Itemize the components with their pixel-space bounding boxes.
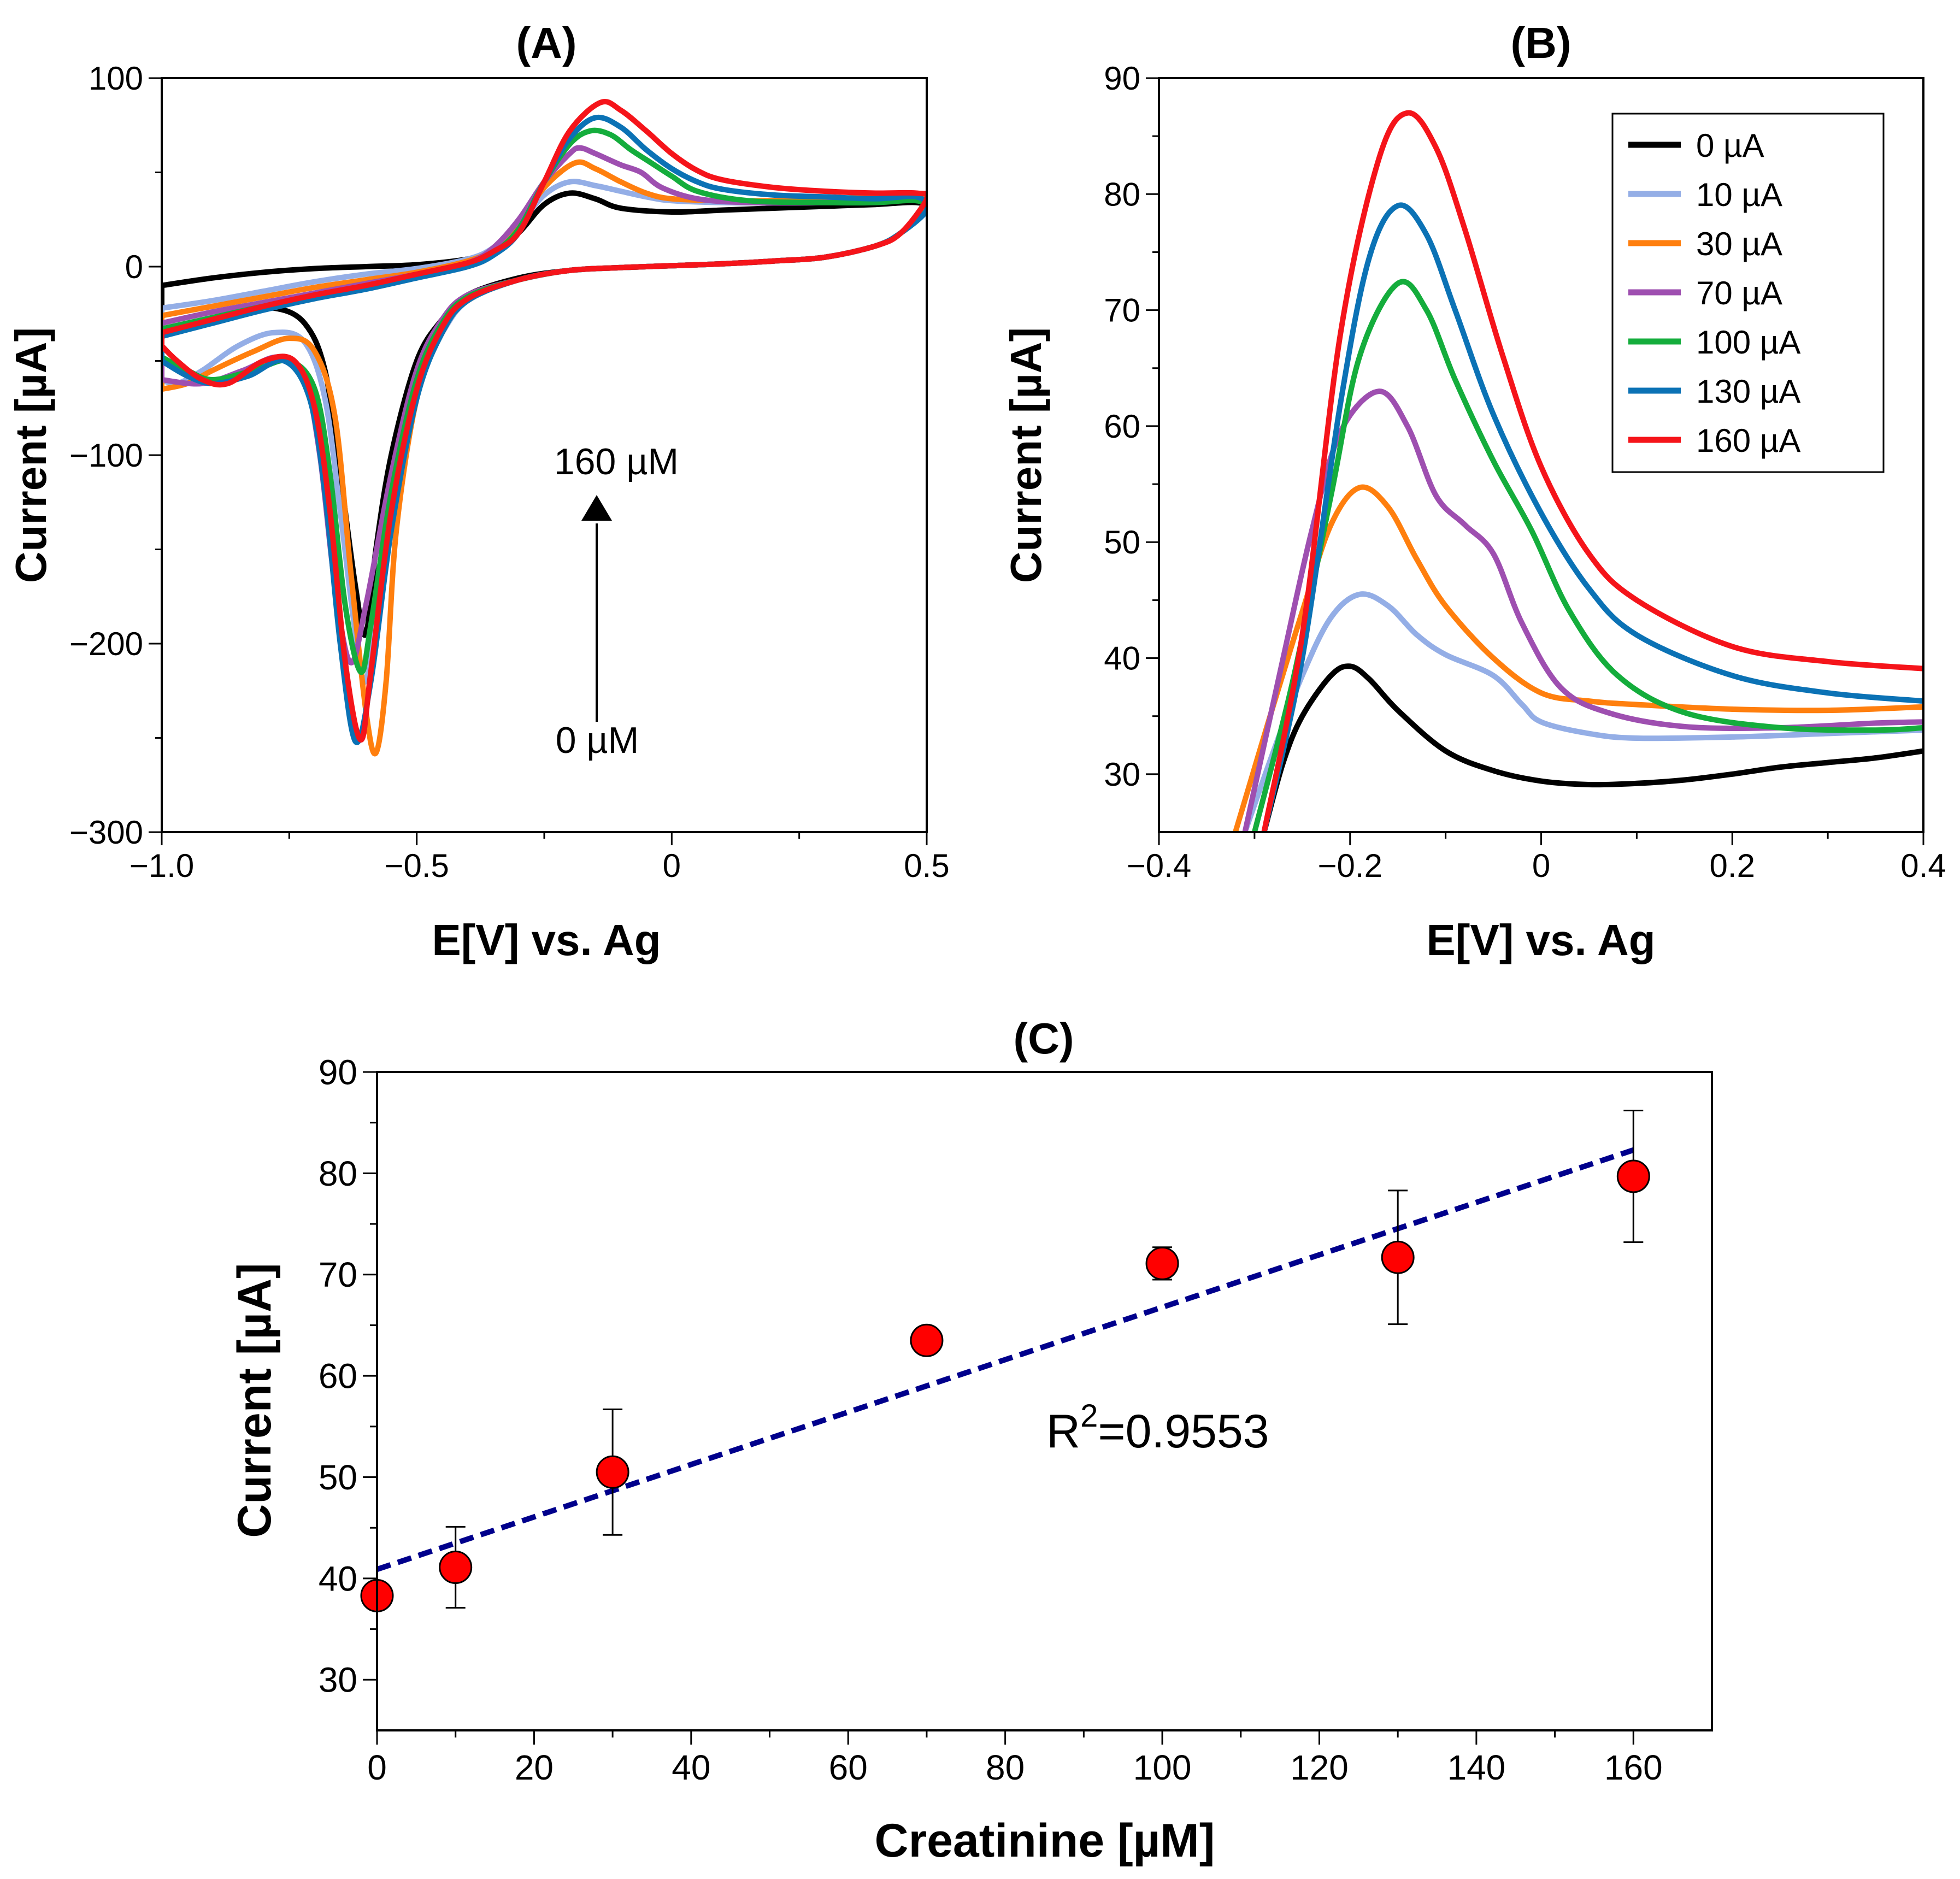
panel-c-axes: 0 20 40 60 80 100 120 140 160 30 40 50 60 70 80 90 [319,1052,1663,1787]
legend-label: 30 µA [1696,226,1782,262]
panel-c-xtick-label: 120 [1290,1748,1349,1787]
data-point [910,1323,944,1357]
panel-a-annotation-bottom: 0 µM [556,720,639,761]
panel-c-ytick-label: 70 [319,1255,357,1294]
panel-b-ytick-label: 30 [1104,756,1140,793]
legend-label: 0 µA [1696,127,1764,164]
data-point [439,1551,473,1585]
panel-a-curves [162,99,927,757]
panel-c: (C) 0 20 40 60 80 100 120 140 16030405060708090 … [228,1014,1713,1867]
cv-curve-70um [162,145,927,665]
legend-label: 70 µA [1696,275,1782,311]
panel-b-xtick-label: −0.2 [1318,847,1382,884]
panel-c-plot [360,1109,1650,1612]
panel-b: (B) −0.4 −0.2 0 0.2 0.4 30 40 50 60 70 80 90 E[V] v… [1002,19,1946,964]
panel-c-ytick-label: 50 [319,1458,357,1497]
dpv-curve-0 [1261,663,1924,833]
panel-b-ytick-label: 80 [1104,176,1140,213]
panel-c-ytick-label: 60 [319,1357,357,1396]
cv-curve-30um [162,159,927,757]
panel-b-xtick-label: 0.2 [1710,847,1755,884]
dpv-curve-100 [1252,279,1924,833]
panel-c-ytick-label: 90 [319,1052,357,1092]
dpv-curve-30 [1233,484,1924,833]
panel-b-legend: 0 µA 10 µA 30 µA 70 µA 100 µA 130 µA 160 µA [1611,113,1885,473]
panel-a-xtick-label: −1.0 [130,847,194,884]
panel-a-ytick-label: −100 [69,437,143,474]
panel-b-xlabel: E[V] vs. Ag [1426,916,1655,964]
panel-c-ytick-label: 40 [319,1559,357,1598]
panel-c-xtick-label: 80 [986,1748,1025,1787]
panel-c-ylabel: Current [µA] [228,1263,281,1538]
linear-fit-line [376,1147,1634,1572]
panel-a-xtick-label: −0.5 [384,847,449,884]
dpv-curve-10 [1242,591,1924,833]
panel-b-xtick-label: −0.4 [1127,847,1191,884]
panel-a-axes: −1.0 −0.5 0 0.5 −300 −200 −100 0 100 [69,60,950,884]
r2-prefix: R [1046,1405,1080,1458]
panel-a-arrow-head [581,495,612,521]
panel-a: (A) −1.0 −0.5 0 0.5 −300 −200 −100 0 100 E[V] vs… [7,19,950,964]
panel-a-annotation-top: 160 µM [554,441,679,482]
legend-label: 130 µA [1696,373,1800,410]
panel-c-title: (C) [1013,1014,1074,1063]
r2-value: =0.9553 [1098,1405,1269,1458]
dpv-curve-130 [1261,202,1924,833]
cv-curve-160um [162,99,927,743]
panel-a-xtick-label: 0 [663,847,681,884]
cv-curve-130um [162,114,927,745]
panel-a-ytick-label: −300 [69,814,143,851]
panel-b-ytick-label: 50 [1104,524,1140,561]
panel-b-ytick-label: 70 [1104,292,1140,329]
panel-c-xtick-label: 20 [515,1748,554,1787]
panel-b-axes: −0.4 −0.2 0 0.2 0.4 30 40 50 60 70 80 90 [1104,60,1946,884]
panel-b-xtick-label: 0.4 [1900,847,1946,884]
panel-a-title: (A) [516,19,576,67]
panel-b-curves [1233,110,1924,833]
data-point [1616,1159,1650,1193]
legend-label: 160 µA [1696,422,1800,459]
legend-label: 10 µA [1696,176,1782,213]
panel-c-xtick-label: 0 [367,1748,387,1787]
panel-b-ytick-label: 40 [1104,640,1140,677]
panel-a-ytick-label: −200 [69,626,143,662]
panel-b-ytick-label: 60 [1104,408,1140,445]
panel-a-ytick-label: 100 [89,60,143,97]
panel-a-xlabel: E[V] vs. Ag [432,916,661,964]
panel-c-xtick-label: 140 [1447,1748,1505,1787]
panel-b-ytick-label: 90 [1104,60,1140,97]
panel-b-ylabel: Current [µA] [1002,327,1050,583]
data-point [1381,1240,1415,1274]
legend-label: 100 µA [1696,324,1800,361]
r-squared-label: R2=0.9553 [1046,1398,1269,1458]
panel-c-frame [376,1071,1713,1731]
panel-c-ytick-label: 80 [319,1154,357,1193]
dpv-curve-160 [1261,110,1924,833]
r2-superscript: 2 [1080,1398,1098,1434]
panel-c-ytick-label: 30 [319,1660,357,1700]
panel-c-xlabel: Creatinine [µM] [875,1815,1215,1867]
panel-c-xtick-label: 40 [672,1748,710,1787]
panel-a-ytick-label: 0 [125,249,143,285]
data-point [596,1455,629,1489]
panel-b-title: (B) [1510,19,1571,67]
panel-b-xtick-label: 0 [1532,847,1550,884]
panel-a-xtick-label: 0.5 [904,847,949,884]
data-point [1145,1246,1179,1280]
panel-c-xtick-label: 100 [1133,1748,1192,1787]
panel-c-xtick-label: 60 [829,1748,868,1787]
cv-curve-100um [162,127,927,675]
panel-c-xtick-label: 160 [1604,1748,1663,1787]
dpv-curve-70 [1242,388,1924,833]
panel-a-ylabel: Current [µA] [7,327,55,583]
